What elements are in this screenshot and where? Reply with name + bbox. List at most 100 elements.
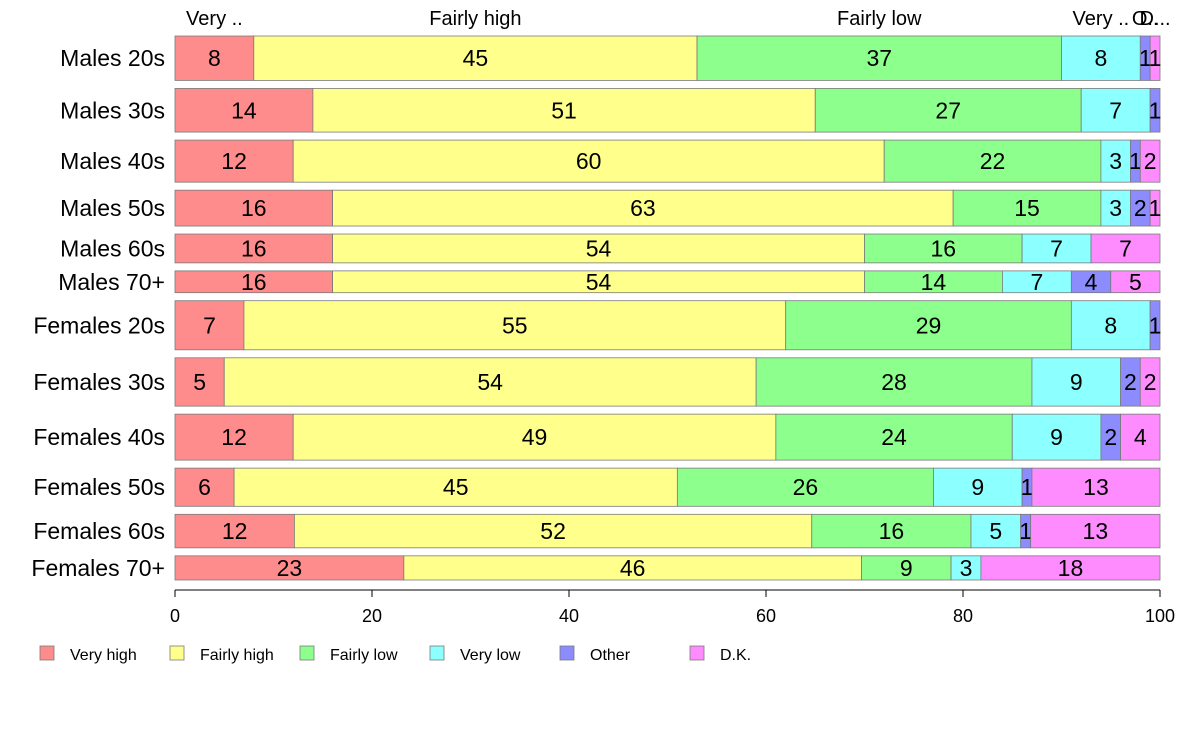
category-label: Females 50s [33,474,165,500]
data-label: 15 [1014,195,1040,221]
data-label: 54 [477,369,503,395]
data-label: 3 [1109,148,1122,174]
bar-segment [1070,300,1151,351]
bar-segment [292,139,885,183]
bar-segment [223,357,757,407]
row-labels: Males 20s Males 30s Males 40s Males 50s Male… [31,45,165,581]
bar-segment [293,513,813,549]
x-tick-label: 40 [559,606,579,626]
data-label: 3 [960,555,973,581]
data-label: 13 [1083,518,1109,544]
data-label: 14 [231,97,257,123]
bar-segment [785,300,1072,351]
data-label: 12 [221,148,247,174]
data-label: 8 [1104,312,1117,338]
category-label: Females 30s [33,369,165,395]
data-label: 16 [879,518,905,544]
data-label: 7 [1050,235,1063,261]
data-label: 12 [221,424,247,450]
series-top-label: Very .. [186,8,243,30]
bar-segment [775,413,1013,461]
bar-segment [1149,300,1161,351]
x-tick-label: 0 [170,606,180,626]
data-label: 4 [1134,424,1147,450]
bar-segment [1100,189,1131,227]
data-label: 9 [971,474,984,500]
bar-segment [174,88,314,133]
bar-segment [174,139,294,183]
bar-segment [1011,413,1102,461]
data-label: 16 [241,235,267,261]
x-axis: 0 20 40 60 80 100 [170,589,1175,626]
data-label: 27 [935,97,961,123]
data-label: 5 [1129,269,1142,295]
data-label: 23 [277,555,303,581]
data-label: 37 [866,45,892,71]
data-label: 1 [1139,45,1152,71]
data-label: 1 [1149,97,1162,123]
bar-segment [174,189,334,227]
data-label: 46 [620,555,646,581]
data-label: 49 [522,424,548,450]
data-label: 5 [193,369,206,395]
data-label: 29 [916,312,942,338]
data-label: 14 [921,269,947,295]
legend-swatch [429,645,445,661]
data-label: 18 [1058,555,1084,581]
bar-segment [1100,139,1131,183]
bar-segment [755,357,1033,407]
data-label: 45 [463,45,489,71]
bar-segment [676,467,934,507]
legend-label: Very low [460,647,521,664]
data-label: 1 [1149,45,1162,71]
legend-swatch [39,645,55,661]
legend: Very high Fairly high Fairly low Very low Ot… [39,645,751,664]
bar-segment [861,555,952,581]
data-label: 9 [1070,369,1083,395]
data-label: 26 [793,474,819,500]
data-label: 9 [1050,424,1063,450]
data-label: 2 [1124,369,1137,395]
bar-segment [1080,88,1151,133]
x-tick-label: 100 [1145,606,1175,626]
bar-segment [883,139,1102,183]
data-label: 45 [443,474,469,500]
series-top-label: Fairly high [429,8,521,30]
data-label: 1 [1019,518,1032,544]
bar-segment [243,300,787,351]
data-label: 2 [1144,148,1157,174]
data-label: 7 [203,312,216,338]
category-label: Males 30s [60,97,165,123]
bar-segment [1149,189,1161,227]
data-label: 52 [540,518,566,544]
category-label: Females 70+ [31,555,165,581]
data-label: 55 [502,312,528,338]
category-label: Females 40s [33,424,165,450]
data-label: 54 [586,235,612,261]
data-label: 7 [1109,97,1122,123]
bar-segment [174,413,294,461]
data-label: 16 [241,269,267,295]
bar-segment [811,513,972,549]
data-label: 16 [241,195,267,221]
bar-segment [253,35,698,81]
bar-segment [970,513,1022,549]
top-labels: Very .. Fairly high Fairly low Very .. O..D.… [186,8,1171,30]
x-tick-label: 60 [756,606,776,626]
category-label: Males 70+ [58,269,165,295]
series-top-label: Fairly low [837,8,922,30]
data-label: 8 [208,45,221,71]
data-label: 54 [586,269,612,295]
legend-swatch [299,645,315,661]
series-top-label: O.. [1132,8,1159,30]
data-label: 2 [1144,369,1157,395]
data-label: 9 [900,555,913,581]
category-label: Females 60s [33,518,165,544]
data-label: 22 [980,148,1006,174]
data-label: 7 [1119,235,1132,261]
data-label: 2 [1134,195,1147,221]
data-label: 12 [222,518,248,544]
bar-segment [1030,513,1161,549]
data-label: 1 [1149,195,1162,221]
